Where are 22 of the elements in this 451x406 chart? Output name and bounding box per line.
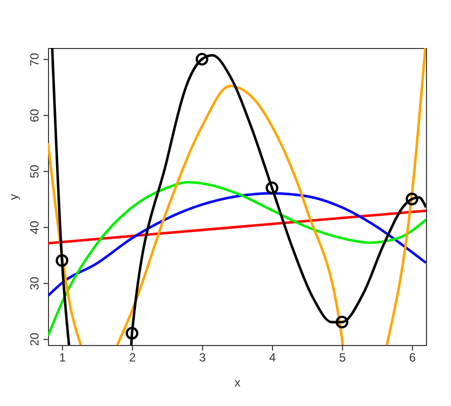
point (336, 316, 348, 328)
y-tick-label: 70 (28, 52, 42, 66)
x-tick-label: 1 (59, 350, 66, 364)
x-tick-label: 4 (269, 350, 276, 364)
y-tick-label: 40 (28, 220, 42, 234)
x-tick-label: 5 (339, 350, 346, 364)
y-tick-label: 30 (28, 276, 42, 290)
y-tick-label: 20 (28, 332, 42, 346)
x-tick-label: 2 (129, 350, 136, 364)
point (126, 326, 138, 340)
y-axis-title: y (6, 194, 20, 200)
point (406, 192, 418, 206)
x-tick-label: 6 (409, 350, 416, 364)
x-axis-title: x (234, 376, 240, 390)
x-tick-label: 3 (199, 350, 206, 364)
point (196, 52, 208, 66)
point (56, 254, 68, 267)
y-tick-label: 60 (28, 108, 42, 122)
line-series (48, 192, 426, 298)
point (266, 181, 278, 194)
line-series (48, 180, 426, 338)
y-tick-label: 50 (28, 164, 42, 178)
